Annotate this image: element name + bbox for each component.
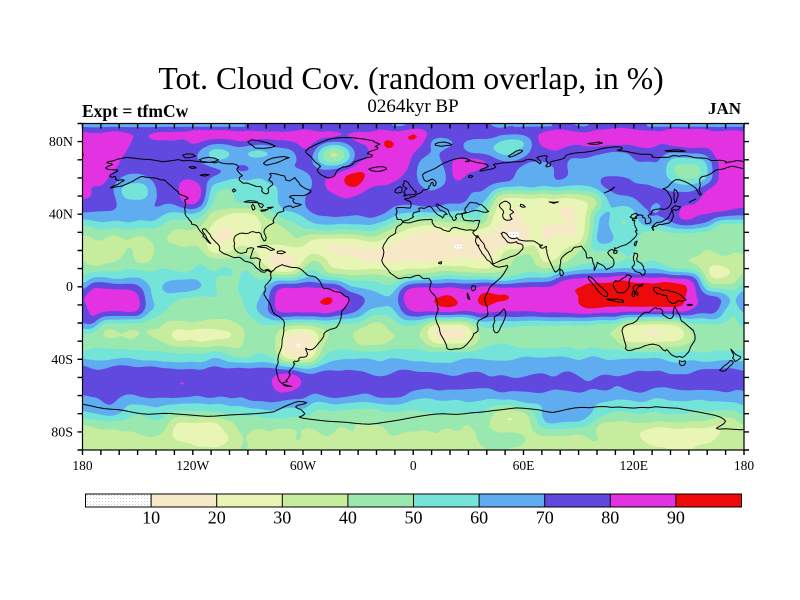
svg-text:50: 50 (405, 508, 423, 528)
svg-text:Expt = tfmCw: Expt = tfmCw (82, 101, 189, 121)
svg-text:40N: 40N (49, 208, 73, 223)
svg-text:80: 80 (601, 508, 619, 528)
svg-text:180: 180 (72, 458, 93, 473)
svg-text:60: 60 (470, 508, 488, 528)
svg-text:60W: 60W (290, 458, 317, 473)
svg-text:90: 90 (667, 508, 685, 528)
svg-text:Tot. Cloud Cov. (random overla: Tot. Cloud Cov. (random overlap, in %) (158, 61, 663, 96)
svg-text:10: 10 (142, 508, 160, 528)
svg-text:0: 0 (66, 280, 73, 295)
svg-text:40: 40 (339, 508, 357, 528)
svg-text:80N: 80N (49, 135, 73, 150)
svg-text:20: 20 (208, 508, 226, 528)
svg-text:60E: 60E (513, 458, 535, 473)
svg-text:120W: 120W (176, 458, 209, 473)
svg-text:80S: 80S (51, 425, 73, 440)
svg-text:JAN: JAN (708, 99, 742, 118)
svg-text:0: 0 (410, 458, 417, 473)
svg-text:70: 70 (536, 508, 554, 528)
svg-text:0264kyr BP: 0264kyr BP (367, 96, 458, 117)
svg-text:120E: 120E (620, 458, 649, 473)
svg-text:30: 30 (273, 508, 291, 528)
svg-text:180: 180 (734, 458, 755, 473)
svg-text:40S: 40S (51, 353, 73, 368)
